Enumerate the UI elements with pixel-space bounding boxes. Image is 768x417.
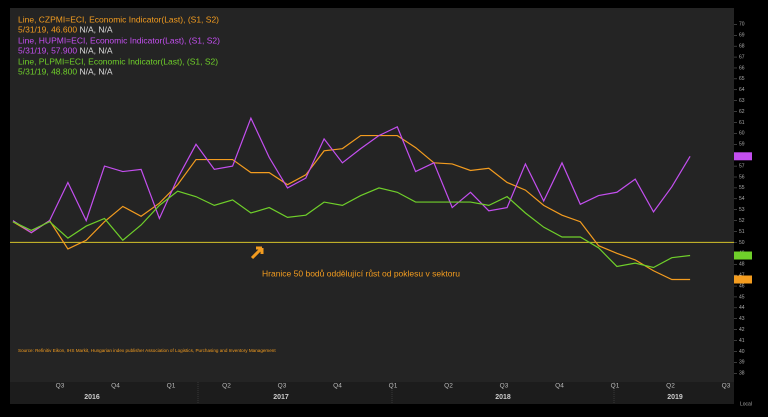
x-tick-label: Q1 <box>611 383 620 390</box>
legend-name: Line, CZPMI=ECI, Economic Indicator(Last… <box>18 14 219 24</box>
series-line <box>12 116 691 234</box>
x-tick-label: Q1 <box>389 383 398 390</box>
x-tick-label: Q1 <box>167 383 176 390</box>
y-tick-label: 62 <box>739 109 745 115</box>
x-tick-label: Q2 <box>444 383 453 390</box>
year-label: 2016 <box>84 394 100 401</box>
y-tick-label: 46 <box>739 283 745 289</box>
x-tick-label: Q2 <box>666 383 675 390</box>
y-tick-label: 57 <box>739 163 745 169</box>
year-label: 2018 <box>495 394 511 401</box>
legend-extra: N/A, N/A <box>79 67 112 77</box>
y-tick-label: 41 <box>739 338 745 344</box>
legend-last: 5/31/19, 48.800 N/A, N/A <box>18 67 113 77</box>
y-tick-label: 55 <box>739 185 745 191</box>
y-tick-label: 63 <box>739 98 745 104</box>
y-tick-label: 53 <box>739 207 745 213</box>
legend-extra: N/A, N/A <box>79 46 112 56</box>
x-tick-label: Q3 <box>278 383 287 390</box>
y-tick-label: 38 <box>739 371 745 377</box>
x-tick-label: Q4 <box>111 383 120 390</box>
year-label: 2019 <box>667 394 683 401</box>
y-tick-label: 61 <box>739 120 745 126</box>
last-value-box <box>734 275 752 284</box>
legend-last: 5/31/19, 57.900 N/A, N/A <box>18 46 113 56</box>
x-tick-label: Q4 <box>333 383 342 390</box>
x-tick-label: Q3 <box>500 383 509 390</box>
y-tick-label: 54 <box>739 196 745 202</box>
legend-name: Line, PLPMI=ECI, Economic Indicator(Last… <box>18 56 218 66</box>
y-tick-label: 64 <box>739 87 745 93</box>
y-tick-label: 69 <box>739 33 745 39</box>
legend-last: 5/31/19, 46.600 N/A, N/A <box>18 25 113 35</box>
y-tick-label: 60 <box>739 131 745 137</box>
series-line <box>12 187 691 269</box>
legend-last-value: 5/31/19, 46.600 <box>18 25 77 35</box>
y-tick-label: 43 <box>739 316 745 322</box>
y-tick-label: 59 <box>739 142 745 148</box>
x-tick-label: Q3 <box>56 383 65 390</box>
y-tick-label: 50 <box>739 240 745 246</box>
x-tick-label: Q3 <box>722 383 731 390</box>
y-tick-label: 47 <box>739 272 745 278</box>
last-value-box <box>734 251 752 260</box>
annotation: Hranice 50 bodů oddělující růst od pokle… <box>262 268 460 278</box>
y-tick-label: 66 <box>739 65 745 71</box>
y-tick-label: 45 <box>739 294 745 300</box>
y-tick-label: 68 <box>739 43 745 49</box>
y-tick-label: 42 <box>739 327 745 333</box>
y-tick-label: 39 <box>739 360 745 366</box>
y-tick-label: 67 <box>739 54 745 60</box>
x-unit-label: Local <box>740 401 752 407</box>
y-tick-label: 40 <box>739 349 745 355</box>
arrow-icon <box>250 246 264 260</box>
y-tick-label: 56 <box>739 174 745 180</box>
x-axis-strip <box>10 382 734 404</box>
y-tick-label: 70 <box>739 22 745 28</box>
legend-extra: N/A, N/A <box>79 25 112 35</box>
y-tick-label: 44 <box>739 305 745 311</box>
y-tick-label: 52 <box>739 218 745 224</box>
series-line <box>12 134 691 281</box>
y-tick-label: 51 <box>739 229 745 235</box>
y-tick-label: 48 <box>739 262 745 268</box>
legend-name: Line, HUPMI=ECI, Economic Indicator(Last… <box>18 35 220 45</box>
legend-last-value: 5/31/19, 48.800 <box>18 67 77 77</box>
y-tick-label: 65 <box>739 76 745 82</box>
plot-area <box>10 8 734 382</box>
last-value-box <box>734 152 752 161</box>
legend-last-value: 5/31/19, 57.900 <box>18 46 77 56</box>
year-label: 2017 <box>273 394 289 401</box>
x-tick-label: Q2 <box>222 383 231 390</box>
source: Source: Refinitiv Eikon, IHS Markit, Hun… <box>18 348 276 353</box>
x-tick-label: Q4 <box>555 383 564 390</box>
